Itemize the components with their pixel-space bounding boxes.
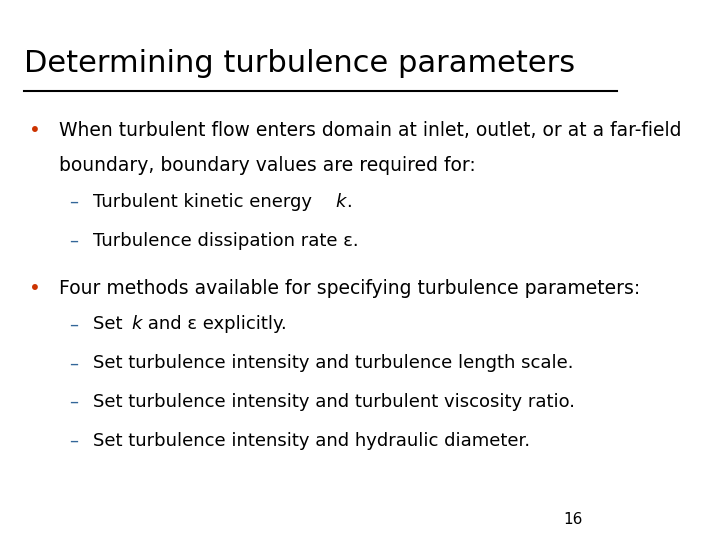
Text: Set turbulence intensity and turbulence length scale.: Set turbulence intensity and turbulence … [93,354,574,372]
Text: k: k [131,315,141,333]
Text: Four methods available for specifying turbulence parameters:: Four methods available for specifying tu… [59,279,640,298]
Text: Set: Set [93,315,128,333]
Text: k: k [335,193,346,211]
Text: and ε explicitly.: and ε explicitly. [143,315,287,333]
Text: Determining turbulence parameters: Determining turbulence parameters [24,49,575,78]
Text: Set turbulence intensity and turbulent viscosity ratio.: Set turbulence intensity and turbulent v… [93,393,575,411]
Text: –: – [69,393,78,411]
Text: When turbulent flow enters domain at inlet, outlet, or at a far-field: When turbulent flow enters domain at inl… [59,122,681,140]
Text: –: – [69,432,78,450]
Text: boundary, boundary values are required for:: boundary, boundary values are required f… [59,156,476,175]
Text: •: • [29,122,41,140]
Text: Turbulence dissipation rate ε.: Turbulence dissipation rate ε. [93,232,359,249]
Text: –: – [69,354,78,372]
Text: Set turbulence intensity and hydraulic diameter.: Set turbulence intensity and hydraulic d… [93,432,530,450]
Text: •: • [29,279,41,298]
Text: –: – [69,315,78,333]
Text: Turbulent kinetic energy: Turbulent kinetic energy [93,193,318,211]
Text: –: – [69,193,78,211]
Text: –: – [69,232,78,249]
Text: .: . [346,193,352,211]
Text: 16: 16 [564,511,582,526]
